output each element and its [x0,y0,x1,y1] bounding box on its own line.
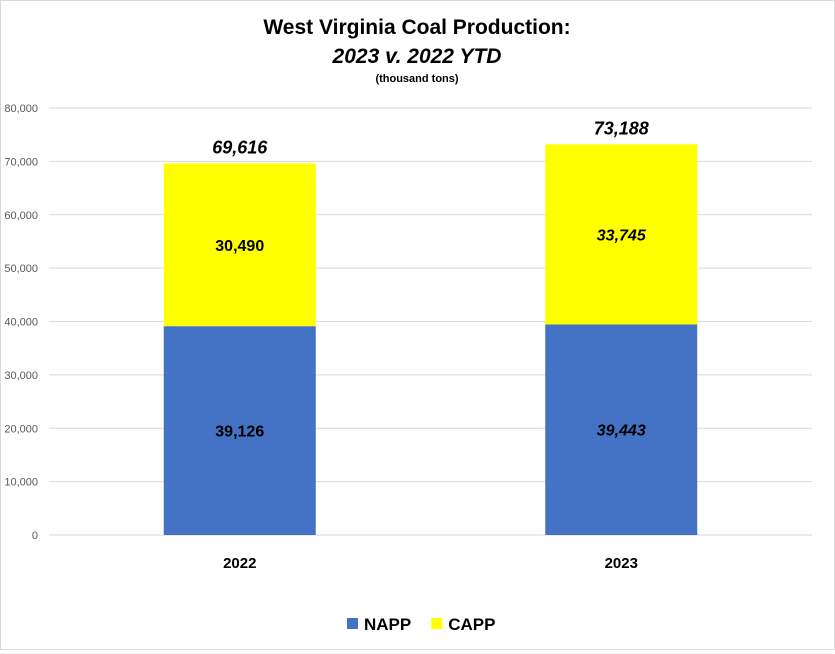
y-tick-label: 60,000 [4,210,38,222]
chart-subtitle: 2023 v. 2022 YTD [332,45,502,68]
chart-title: West Virginia Coal Production: [263,16,570,39]
legend-swatch-napp [347,618,358,629]
y-axis: 0 10,000 20,000 30,000 40,000 50,000 60,000 70,… [4,103,38,542]
total-label-2022: 69,616 [212,137,268,157]
legend-swatch-capp [431,618,443,629]
y-tick-label: 20,000 [4,423,38,435]
legend-label-capp: CAPP [448,615,495,634]
y-tick-label: 30,000 [4,370,38,382]
y-tick-label: 80,000 [4,103,38,115]
data-labels: 39,126 30,490 69,616 39,443 33,745 73,188 [212,118,649,440]
x-tick-label: 2023 [605,555,638,572]
legend-label-napp: NAPP [364,615,411,634]
bar-napp-2022 [163,326,316,535]
x-tick-label: 2022 [223,555,256,572]
y-tick-label: 70,000 [4,156,38,168]
data-label-napp-2023: 39,443 [597,423,646,440]
bars [163,144,698,535]
unit-label: (thousand tons) [375,73,458,85]
gridlines [49,107,812,536]
y-tick-label: 0 [32,530,38,542]
data-label-capp-2022: 30,490 [215,238,264,255]
bar-napp-2023 [545,324,698,535]
data-label-capp-2023: 33,745 [597,227,647,244]
y-tick-label: 10,000 [4,477,38,489]
bar-capp-2022 [163,163,316,327]
total-label-2023: 73,188 [594,118,649,138]
data-label-napp-2022: 39,126 [215,424,264,441]
y-tick-label: 40,000 [4,317,38,329]
legend: NAPP CAPP [347,615,495,634]
x-axis: 2022 2023 [223,555,638,572]
bar-capp-2023 [545,144,698,325]
y-tick-label: 50,000 [4,263,38,275]
